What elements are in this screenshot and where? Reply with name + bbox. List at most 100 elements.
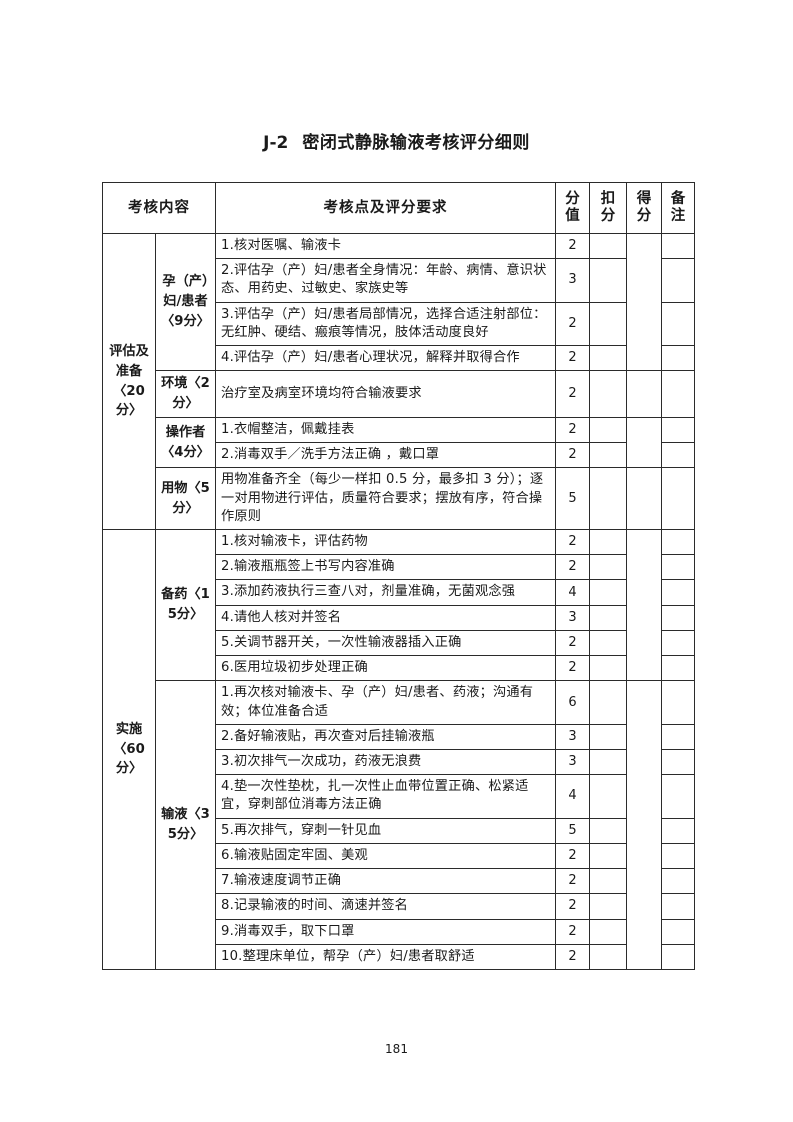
table-row: 输液〈35分〉 1.再次核对输液卡、孕（产）妇/患者、药液；沟通有效；体位准备合适…: [103, 680, 695, 970]
score-input-cell[interactable]: [626, 680, 662, 970]
remark-input-cell[interactable]: [661, 604, 695, 631]
deduction-input-cell[interactable]: [589, 943, 627, 970]
header-points: 考核点及评分要求: [215, 182, 556, 234]
assessment-point-cell: 治疗室及病室环境均符合输液要求: [215, 370, 556, 418]
assessment-point-cell: 1.核对输液卡，评估药物: [215, 528, 556, 556]
remark-input-cell[interactable]: [661, 442, 695, 469]
remark-input-cell[interactable]: [661, 748, 695, 776]
page-title-text: 密闭式静脉输液考核评分细则: [302, 133, 530, 153]
deduction-input-cell[interactable]: [589, 893, 627, 920]
deduction-input-cell[interactable]: [589, 345, 627, 372]
remark-input-cell[interactable]: [661, 943, 695, 970]
point-value-cell: 3: [555, 723, 590, 750]
deduction-input-cell[interactable]: [589, 680, 627, 725]
deduction-input-cell[interactable]: [589, 748, 627, 776]
remark-input-cell[interactable]: [661, 680, 695, 725]
point-value-cell: 2: [555, 416, 590, 444]
assessment-point-cell: 4.请他人核对并签名: [215, 604, 556, 631]
deduction-input-cell[interactable]: [589, 467, 627, 530]
point-value-cell: 5: [555, 817, 590, 844]
deduction-input-cell[interactable]: [589, 528, 627, 556]
header-score: 得分: [626, 182, 662, 234]
assessment-point-cell: 1.再次核对输液卡、孕（产）妇/患者、药液；沟通有效；体位准备合适: [215, 680, 556, 725]
score-input-cell[interactable]: [626, 370, 662, 418]
deduction-input-cell[interactable]: [589, 579, 627, 606]
point-value-cell: 2: [555, 301, 590, 347]
table-row: 5.关调节器开关，一次性输液器插入正确 2: [103, 629, 695, 657]
remark-input-cell[interactable]: [661, 842, 695, 870]
assessment-point-cell: 2.输液瓶瓶签上书写内容准确: [215, 554, 556, 581]
remark-input-cell[interactable]: [661, 554, 695, 581]
table-row: 8.记录输液的时间、滴速并签名 2: [103, 893, 695, 920]
remark-input-cell[interactable]: [661, 629, 695, 657]
category-cell: 实施〈60分〉: [102, 529, 156, 970]
assessment-scoring-table: 考核内容 考核点及评分要求 分值 扣分 得分 备注 评估及准备〈20分〉 孕（产）…: [102, 182, 695, 970]
table-row: 评估及准备〈20分〉 孕（产）妇/患者〈9分〉 1.核对医嘱、输液卡 2: [102, 232, 695, 530]
assessment-point-cell: 1.衣帽整洁，佩戴挂表: [215, 416, 556, 444]
deduction-input-cell[interactable]: [589, 774, 627, 819]
deduction-input-cell[interactable]: [589, 723, 627, 750]
assessment-point-cell: 6.输液贴固定牢固、美观: [215, 842, 556, 870]
deduction-input-cell[interactable]: [589, 301, 627, 347]
assessment-point-cell: 9.消毒双手，取下口罩: [215, 918, 556, 945]
deduction-input-cell[interactable]: [589, 918, 627, 945]
score-input-cell[interactable]: [626, 467, 662, 530]
assessment-point-cell: 7.输液速度调节正确: [215, 868, 556, 895]
deduction-input-cell[interactable]: [589, 604, 627, 631]
table-row: 9.消毒双手，取下口罩 2: [103, 918, 695, 945]
deduction-input-cell[interactable]: [589, 258, 627, 303]
deduction-input-cell[interactable]: [589, 232, 627, 260]
subcategory-cell: 用物〈5分〉: [155, 467, 216, 530]
remark-input-cell[interactable]: [661, 893, 695, 920]
subcategory-cell: 操作者〈4分〉: [155, 416, 216, 469]
remark-input-cell[interactable]: [661, 345, 695, 372]
remark-input-cell[interactable]: [661, 370, 695, 418]
deduction-input-cell[interactable]: [589, 868, 627, 895]
table-header: 考核内容 考核点及评分要求 分值 扣分 得分 备注: [102, 182, 695, 234]
deduction-input-cell[interactable]: [589, 416, 627, 444]
deduction-input-cell[interactable]: [589, 817, 627, 844]
page-title: J-2 密闭式静脉输液考核评分细则: [0, 128, 793, 153]
table-row: 6.输液贴固定牢固、美观 2: [103, 842, 695, 870]
assessment-point-cell: 3.初次排气一次成功，药液无浪费: [215, 748, 556, 776]
remark-input-cell[interactable]: [661, 918, 695, 945]
assessment-point-cell: 10.整理床单位，帮孕（产）妇/患者取舒适: [215, 943, 556, 970]
point-value-cell: 3: [555, 748, 590, 776]
point-value-cell: 4: [555, 774, 590, 819]
remark-input-cell[interactable]: [661, 258, 695, 303]
remark-input-cell[interactable]: [661, 416, 695, 444]
table-row: 3.初次排气一次成功，药液无浪费 3: [103, 748, 695, 776]
header-category: 考核内容: [102, 182, 216, 234]
deduction-input-cell[interactable]: [589, 629, 627, 657]
deduction-input-cell[interactable]: [589, 442, 627, 469]
remark-input-cell[interactable]: [661, 579, 695, 606]
deduction-input-cell[interactable]: [589, 655, 627, 682]
assessment-point-cell: 用物准备齐全（每少一样扣 0.5 分，最多扣 3 分）；逐一对用物进行评估，质量…: [215, 467, 556, 530]
table-row: 2.评估孕（产）妇/患者全身情况：年龄、病情、意识状态、用药史、过敏史、家族史等…: [103, 258, 695, 303]
page-title-code: J-2: [263, 133, 289, 153]
table-row: 10.整理床单位，帮孕（产）妇/患者取舒适 2: [103, 943, 695, 970]
deduction-input-cell[interactable]: [589, 554, 627, 581]
subcategory-cell: 孕（产）妇/患者〈9分〉: [155, 232, 216, 372]
point-value-cell: 3: [555, 258, 590, 303]
deduction-input-cell[interactable]: [589, 842, 627, 870]
score-input-cell[interactable]: [626, 232, 662, 372]
remark-input-cell[interactable]: [661, 301, 695, 347]
deduction-input-cell[interactable]: [589, 370, 627, 418]
remark-input-cell[interactable]: [661, 467, 695, 530]
remark-input-cell[interactable]: [661, 868, 695, 895]
remark-input-cell[interactable]: [661, 528, 695, 556]
table-row: 4.评估孕（产）妇/患者心理状况，解释并取得合作 2: [103, 345, 695, 372]
remark-input-cell[interactable]: [661, 232, 695, 260]
remark-input-cell[interactable]: [661, 655, 695, 682]
score-input-cell[interactable]: [626, 528, 662, 682]
table-row: 7.输液速度调节正确 2: [103, 868, 695, 895]
remark-input-cell[interactable]: [661, 774, 695, 819]
remark-input-cell[interactable]: [661, 723, 695, 750]
table-row: 4.请他人核对并签名 3: [103, 604, 695, 631]
score-input-cell[interactable]: [626, 416, 662, 469]
remark-input-cell[interactable]: [661, 817, 695, 844]
header-deduction: 扣分: [589, 182, 627, 234]
assessment-point-cell: 2.评估孕（产）妇/患者全身情况：年龄、病情、意识状态、用药史、过敏史、家族史等: [215, 258, 556, 303]
